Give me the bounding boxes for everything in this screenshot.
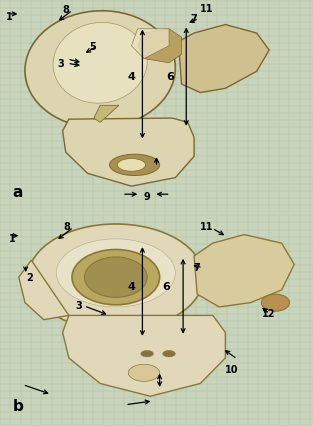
Ellipse shape (141, 351, 153, 357)
Text: b: b (13, 398, 23, 413)
Text: 6: 6 (162, 281, 170, 291)
Text: 7: 7 (194, 262, 201, 272)
Polygon shape (63, 119, 194, 187)
Ellipse shape (56, 239, 175, 307)
Text: 5: 5 (89, 42, 96, 52)
Polygon shape (138, 30, 182, 63)
Text: 8: 8 (62, 5, 69, 14)
Text: 8: 8 (64, 222, 71, 232)
Text: 4: 4 (127, 72, 136, 81)
Ellipse shape (28, 225, 203, 331)
Text: 1: 1 (8, 233, 15, 243)
Text: 1: 1 (6, 12, 13, 22)
Ellipse shape (53, 23, 147, 104)
Text: 7: 7 (191, 14, 198, 24)
Polygon shape (178, 26, 269, 93)
Ellipse shape (72, 250, 160, 305)
Text: 3: 3 (58, 59, 64, 69)
Polygon shape (131, 30, 169, 59)
Ellipse shape (261, 294, 290, 311)
Text: 11: 11 (200, 3, 213, 14)
Text: 11: 11 (200, 222, 213, 232)
Ellipse shape (85, 257, 147, 298)
Text: 10: 10 (225, 364, 239, 374)
Text: 9: 9 (144, 191, 151, 201)
Ellipse shape (25, 12, 175, 128)
Text: 2: 2 (26, 273, 33, 282)
Ellipse shape (128, 365, 160, 381)
Text: 4: 4 (127, 281, 136, 291)
Ellipse shape (110, 155, 160, 176)
Text: 12: 12 (262, 308, 276, 319)
Text: 3: 3 (75, 300, 82, 310)
Text: 6: 6 (167, 72, 175, 81)
Polygon shape (94, 106, 119, 123)
Polygon shape (63, 316, 225, 396)
Polygon shape (19, 261, 69, 320)
Ellipse shape (117, 159, 146, 172)
Ellipse shape (163, 351, 175, 357)
Polygon shape (194, 235, 294, 307)
Text: a: a (13, 184, 23, 199)
